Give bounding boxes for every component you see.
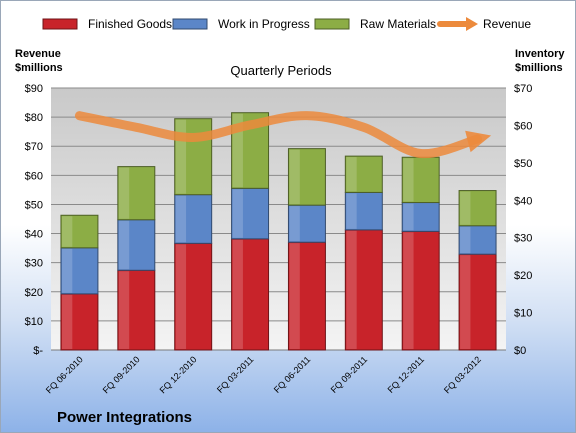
right-axis-tick-label: $30 bbox=[514, 233, 532, 245]
left-axis-tick-label: $50 bbox=[25, 199, 43, 211]
right-axis-tick-label: $60 bbox=[514, 120, 532, 132]
legend-arrow-revenue bbox=[466, 17, 478, 31]
right-axis-tick-label: $20 bbox=[514, 270, 532, 282]
bar-work-in-progress-highlight bbox=[346, 193, 357, 229]
x-axis-category-label: FQ 06-2011 bbox=[272, 354, 313, 395]
bar-raw-materials-highlight bbox=[232, 113, 243, 188]
legend-label-revenue: Revenue bbox=[483, 17, 531, 31]
bar-work-in-progress-highlight bbox=[175, 195, 187, 243]
bar-finished-goods-highlight bbox=[232, 239, 243, 349]
bar-finished-goods-highlight bbox=[118, 271, 130, 349]
right-axis-tick-label: $10 bbox=[514, 308, 532, 320]
bar-finished-goods bbox=[401, 230, 440, 351]
bar-finished-goods bbox=[60, 293, 99, 351]
bar-finished-goods bbox=[174, 242, 213, 351]
left-axis-tick-label: $60 bbox=[25, 170, 43, 182]
right-axis-tick-label: $50 bbox=[514, 158, 532, 170]
left-axis-tick-label: $30 bbox=[25, 258, 43, 270]
bar-work-in-progress bbox=[60, 247, 99, 295]
chart-title: Quarterly Periods bbox=[230, 63, 332, 78]
bar-raw-materials bbox=[401, 156, 440, 204]
left-axis-tick-label: $70 bbox=[25, 141, 43, 153]
left-axis-tick-label: $80 bbox=[25, 112, 43, 124]
bar-finished-goods-highlight bbox=[61, 294, 73, 349]
bar-raw-materials bbox=[344, 155, 383, 193]
x-axis-category-label: FQ 12-2011 bbox=[386, 354, 427, 395]
bar-raw-materials bbox=[117, 166, 156, 221]
bar-raw-materials-highlight bbox=[346, 157, 357, 192]
legend-label-finished-goods: Finished Goods bbox=[88, 17, 172, 31]
bar-raw-materials bbox=[458, 190, 497, 227]
right-axis-title-line-1: Inventory bbox=[515, 48, 565, 60]
bar-raw-materials bbox=[287, 148, 326, 206]
bar-finished-goods bbox=[117, 269, 156, 351]
x-axis-category-label: FQ 09-2010 bbox=[101, 354, 142, 395]
bar-finished-goods bbox=[344, 229, 383, 351]
x-axis-category-label: FQ 12-2010 bbox=[158, 354, 199, 395]
right-axis-tick-label: $70 bbox=[514, 83, 532, 95]
legend: Finished Goods Work in Progress Raw Materi… bbox=[42, 17, 531, 31]
left-axis-tick-label: $20 bbox=[25, 287, 43, 299]
bar-work-in-progress-highlight bbox=[232, 189, 243, 238]
bar-finished-goods-highlight bbox=[460, 255, 471, 349]
bar-work-in-progress-highlight bbox=[460, 226, 471, 254]
bar-finished-goods bbox=[231, 238, 270, 351]
bar-work-in-progress bbox=[117, 219, 156, 271]
revenue-arrowhead bbox=[465, 130, 492, 153]
bar-work-in-progress-highlight bbox=[289, 206, 300, 242]
bar-raw-materials-highlight bbox=[61, 216, 73, 247]
bar-raw-materials-highlight bbox=[289, 149, 300, 205]
bar-finished-goods bbox=[458, 253, 497, 351]
x-axis-category-label: FQ 09-2011 bbox=[329, 354, 370, 395]
left-axis-tick-label: $40 bbox=[25, 229, 43, 241]
company-name: Power Integrations bbox=[57, 409, 192, 426]
x-axis-category-label: FQ 06-2010 bbox=[44, 354, 85, 395]
bar-raw-materials-highlight bbox=[175, 119, 187, 194]
legend-label-raw-materials: Raw Materials bbox=[360, 17, 436, 31]
bar-work-in-progress-highlight bbox=[61, 248, 73, 293]
right-axis-tick-label: $0 bbox=[514, 345, 526, 357]
bar-finished-goods-highlight bbox=[289, 243, 300, 349]
bar-raw-materials-highlight bbox=[118, 167, 130, 219]
legend-swatch-work-in-progress bbox=[172, 18, 208, 30]
bar-work-in-progress-highlight bbox=[118, 220, 130, 270]
left-axis-title-line-2: $millions bbox=[15, 62, 63, 74]
bar-work-in-progress bbox=[231, 187, 270, 240]
bar-raw-materials bbox=[174, 118, 213, 196]
x-axis-category-label: FQ 03-2011 bbox=[215, 354, 256, 395]
bar-finished-goods-highlight bbox=[403, 232, 414, 349]
revenue-line bbox=[74, 111, 483, 159]
legend-label-work-in-progress: Work in Progress bbox=[218, 17, 310, 31]
legend-swatch-raw-materials bbox=[314, 18, 350, 30]
bar-finished-goods-highlight bbox=[175, 244, 187, 349]
bar-raw-materials-highlight bbox=[460, 191, 471, 225]
bar-work-in-progress-highlight bbox=[403, 203, 414, 231]
left-axis-tick-label: $90 bbox=[25, 83, 43, 95]
right-axis-tick-label: $40 bbox=[514, 195, 532, 207]
x-axis-category-label: FQ 03-2012 bbox=[442, 354, 483, 395]
bar-finished-goods-highlight bbox=[346, 230, 357, 349]
bar-work-in-progress bbox=[174, 194, 213, 244]
right-axis-title-line-2: $millions bbox=[515, 62, 563, 74]
legend-swatch-finished-goods bbox=[42, 18, 78, 30]
bar-raw-materials bbox=[60, 214, 99, 249]
left-axis-tick-label: $10 bbox=[25, 316, 43, 328]
left-axis-title-line-1: Revenue bbox=[15, 48, 61, 60]
left-axis-tick-label: $- bbox=[33, 345, 43, 357]
bar-raw-materials-highlight bbox=[403, 158, 414, 202]
